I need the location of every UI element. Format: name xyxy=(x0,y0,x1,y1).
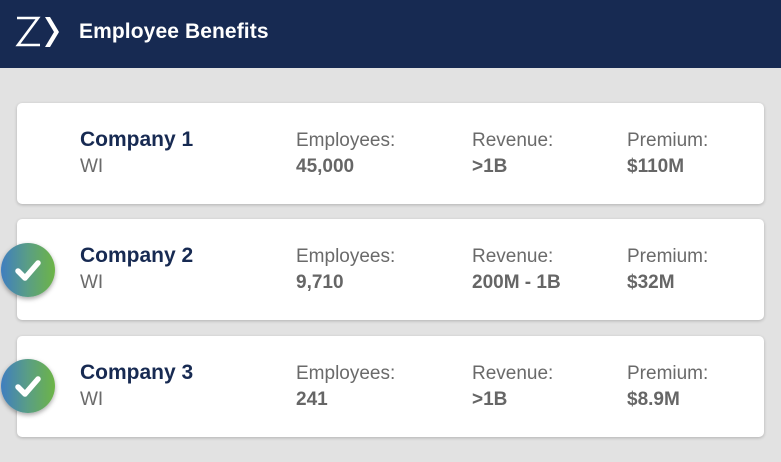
employees-label: Employees: xyxy=(296,130,396,151)
employees-label: Employees: xyxy=(296,363,396,384)
employees-label: Employees: xyxy=(296,246,396,267)
premium-label: Premium: xyxy=(627,130,709,151)
company-state: WI xyxy=(80,156,104,177)
premium-value: $8.9M xyxy=(627,389,680,410)
company-card[interactable]: Company 1 WI Employees: 45,000 Revenue: … xyxy=(17,103,764,204)
company-name: Company 1 xyxy=(80,128,194,151)
revenue-label: Revenue: xyxy=(472,246,554,267)
revenue-label: Revenue: xyxy=(472,363,554,384)
checkmark-icon xyxy=(15,376,41,397)
page-title: Employee Benefits xyxy=(79,20,269,43)
checkmark-icon xyxy=(15,260,41,281)
premium-label: Premium: xyxy=(627,363,709,384)
revenue-value: >1B xyxy=(472,156,508,177)
z-chevron-logo-icon xyxy=(15,16,59,47)
revenue-value: >1B xyxy=(472,389,508,410)
company-state: WI xyxy=(80,272,104,293)
revenue-value: 200M - 1B xyxy=(472,272,561,293)
premium-label: Premium: xyxy=(627,246,709,267)
employees-value: 9,710 xyxy=(296,272,344,293)
employees-value: 241 xyxy=(296,389,328,410)
company-name: Company 2 xyxy=(80,244,194,267)
premium-value: $110M xyxy=(627,156,685,177)
company-card[interactable]: Company 3 WI Employees: 241 Revenue: >1B… xyxy=(17,336,764,437)
selected-check-icon[interactable] xyxy=(1,359,55,413)
premium-value: $32M xyxy=(627,272,675,293)
employees-value: 45,000 xyxy=(296,156,355,177)
revenue-label: Revenue: xyxy=(472,130,554,151)
company-state: WI xyxy=(80,389,104,410)
company-name: Company 3 xyxy=(80,361,194,384)
selected-check-icon[interactable] xyxy=(1,243,55,297)
app-header: Employee Benefits xyxy=(0,0,781,68)
company-card[interactable]: Company 2 WI Employees: 9,710 Revenue: 2… xyxy=(17,219,764,320)
